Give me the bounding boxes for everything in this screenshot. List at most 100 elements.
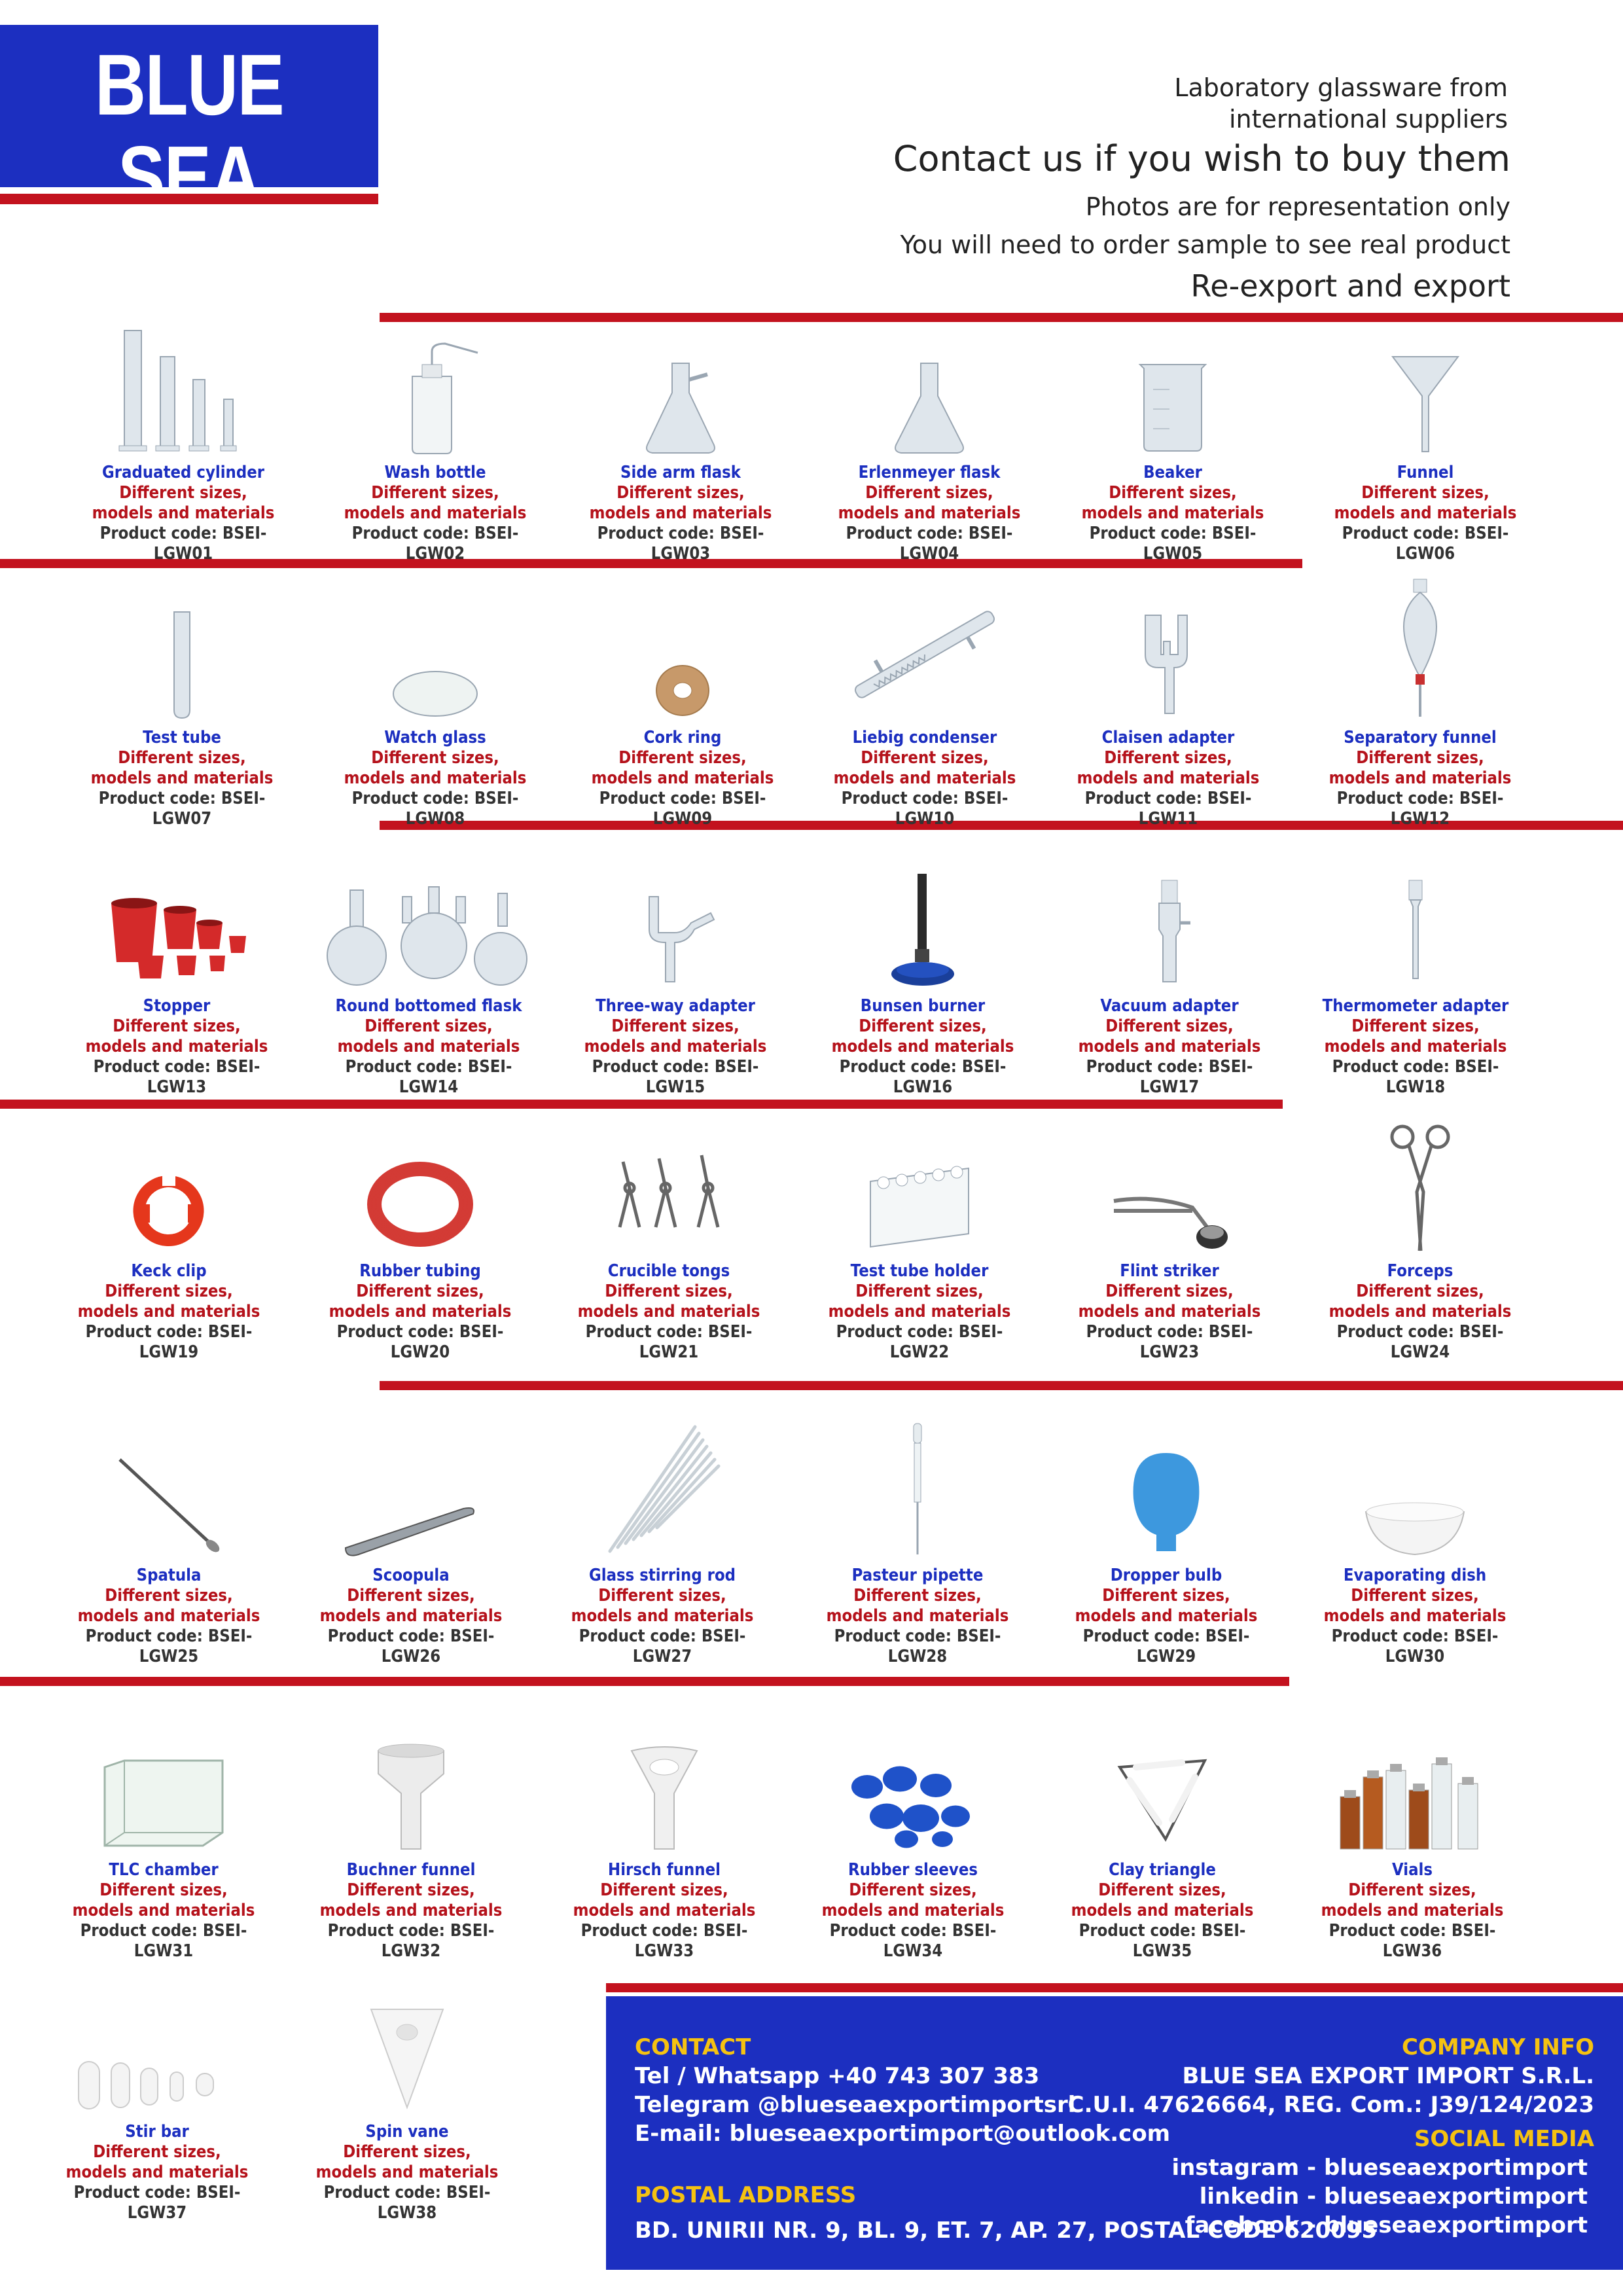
product-name: Glass stirring rod — [588, 1566, 736, 1585]
product-card[interactable]: Graduated cylinder Different sizes, model… — [59, 324, 308, 564]
product-card[interactable]: Buchner funnel Different sizes, models an… — [287, 1721, 535, 1962]
product-name: Bunsen burner — [860, 996, 986, 1016]
test-tube-holder-icon — [795, 1122, 1044, 1253]
brand-logo: BLUE SEA EXPORT IMPORT — [0, 25, 378, 260]
product-code: Product code: BSEI-LGW01 — [99, 524, 267, 564]
product-card[interactable]: TLC chamber Different sizes, models and m… — [39, 1721, 288, 1962]
product-card[interactable]: Watch glass Different sizes, models and m… — [311, 589, 560, 829]
product-card[interactable]: Bunsen burner Different sizes, models and… — [798, 857, 1047, 1098]
product-card[interactable]: Crucible tongs Different sizes, models an… — [544, 1122, 793, 1363]
product-description: Different sizes, models and materials — [329, 1282, 512, 1321]
product-card[interactable]: Wash bottle Different sizes, models and m… — [311, 324, 560, 564]
product-description: Different sizes, models and materials — [344, 483, 527, 523]
product-card[interactable]: Glass stirring rod Different sizes, model… — [538, 1425, 787, 1667]
product-code: Product code: BSEI-LGW17 — [1086, 1057, 1253, 1097]
contact-phone[interactable]: Tel / Whatsapp +40 743 307 383 — [635, 2063, 1040, 2089]
product-card[interactable]: Vacuum adapter Different sizes, models an… — [1045, 857, 1294, 1098]
product-card[interactable]: Spatula Different sizes, models and mater… — [45, 1427, 293, 1667]
forceps-icon — [1296, 1122, 1544, 1253]
product-card[interactable]: Flint striker Different sizes, models and… — [1045, 1122, 1294, 1363]
product-code: Product code: BSEI-LGW25 — [85, 1626, 253, 1666]
product-code: Product code: BSEI-LGW11 — [1084, 789, 1252, 829]
product-card[interactable]: Separatory funnel Different sizes, models… — [1296, 579, 1544, 829]
product-name: Watch glass — [384, 728, 486, 747]
product-card[interactable]: Claisen adapter Different sizes, models a… — [1044, 589, 1293, 829]
product-description: Different sizes, models and materials — [571, 1586, 754, 1626]
company-registration: C.U.I. 47626664, REG. Com.: J39/124/2023 — [1067, 2092, 1594, 2118]
pasteur-pipette-icon — [793, 1423, 1042, 1558]
product-card[interactable]: Stir bar Different sizes, models and mate… — [33, 1983, 281, 2223]
divider-3 — [380, 821, 1623, 830]
product-description: Different sizes, models and materials — [591, 748, 774, 788]
spatula-icon — [45, 1427, 293, 1558]
product-card[interactable]: Liebig condenser Different sizes, models … — [800, 589, 1049, 829]
product-code: Product code: BSEI-LGW09 — [599, 789, 766, 829]
product-name: Test tube holder — [850, 1261, 989, 1281]
product-code: Product code: BSEI-LGW22 — [836, 1322, 1003, 1362]
product-code: Product code: BSEI-LGW08 — [351, 789, 519, 829]
postal-address: BD. UNIRII NR. 9, BL. 9, ET. 7, AP. 27, … — [635, 2217, 1378, 2244]
product-code: Product code: BSEI-LGW19 — [85, 1322, 253, 1362]
product-card[interactable]: Pasteur pipette Different sizes, models a… — [793, 1423, 1042, 1667]
product-code: Product code: BSEI-LGW28 — [834, 1626, 1001, 1666]
product-card[interactable]: Side arm flask Different sizes, models an… — [556, 324, 805, 564]
social-facebook[interactable]: facebook - blueseaexportimport — [1185, 2212, 1588, 2238]
cork-ring-icon — [558, 589, 807, 720]
product-name: Graduated cylinder — [101, 463, 265, 482]
side-arm-flask-icon — [556, 324, 805, 455]
vacuum-adapter-icon — [1045, 857, 1294, 988]
watch-glass-icon — [311, 589, 560, 720]
buchner-funnel-icon — [287, 1721, 535, 1852]
bunsen-burner-icon — [798, 857, 1047, 988]
product-description: Different sizes, models and materials — [1071, 1880, 1254, 1920]
hirsch-funnel-icon — [540, 1721, 789, 1852]
contact-email[interactable]: E-mail: blueseaexportimport@outlook.com — [635, 2121, 1171, 2147]
product-name: Clay triangle — [1109, 1860, 1216, 1880]
product-card[interactable]: Forceps Different sizes, models and mater… — [1296, 1122, 1544, 1363]
product-card[interactable]: Funnel Different sizes, models and materi… — [1301, 324, 1550, 564]
product-description: Different sizes, models and materials — [1078, 1016, 1261, 1056]
product-code: Product code: BSEI-LGW07 — [98, 789, 266, 829]
product-card[interactable]: Clay triangle Different sizes, models and… — [1038, 1721, 1287, 1962]
header-line2: international suppliers — [1229, 105, 1508, 134]
product-code: Product code: BSEI-LGW32 — [327, 1921, 495, 1961]
company-name: BLUE SEA EXPORT IMPORT S.R.L. — [1182, 2063, 1594, 2089]
product-card[interactable]: Stopper Different sizes, models and mater… — [52, 857, 301, 1098]
product-code: Product code: BSEI-LGW36 — [1329, 1921, 1496, 1961]
product-code: Product code: BSEI-LGW24 — [1336, 1322, 1504, 1362]
product-card[interactable]: Test tube Different sizes, models and mat… — [58, 589, 306, 829]
product-card[interactable]: Thermometer adapter Different sizes, mode… — [1291, 857, 1540, 1098]
product-card[interactable]: Spin vane Different sizes, models and mat… — [283, 1983, 531, 2223]
product-description: Different sizes, models and materials — [1078, 1282, 1261, 1321]
product-card[interactable]: Evaporating dish Different sizes, models … — [1291, 1427, 1539, 1667]
product-card[interactable]: Rubber tubing Different sizes, models and… — [296, 1122, 544, 1363]
product-name: Wash bottle — [384, 463, 486, 482]
product-name: Erlenmeyer flask — [858, 463, 1001, 482]
beaker-icon — [1048, 324, 1297, 455]
product-card[interactable]: Beaker Different sizes, models and materi… — [1048, 324, 1297, 564]
product-name: Vials — [1391, 1860, 1433, 1880]
divider-4 — [0, 1100, 1283, 1109]
spin-vane-icon — [283, 1983, 531, 2114]
product-name: Scoopula — [372, 1566, 450, 1585]
product-card[interactable]: Three-way adapter Different sizes, models… — [551, 857, 800, 1098]
social-instagram[interactable]: instagram - blueseaexportimport — [1171, 2155, 1588, 2181]
product-card[interactable]: Rubber sleeves Different sizes, models an… — [789, 1721, 1037, 1962]
product-card[interactable]: Scoopula Different sizes, models and mate… — [287, 1427, 535, 1667]
product-card[interactable]: Round bottomed flask Different sizes, mod… — [304, 857, 553, 1098]
product-card[interactable]: Erlenmeyer flask Different sizes, models … — [805, 324, 1054, 564]
product-card[interactable]: Keck clip Different sizes, models and mat… — [45, 1122, 293, 1363]
contact-telegram[interactable]: Telegram @blueseaexportimportsrl — [635, 2092, 1076, 2118]
product-card[interactable]: Test tube holder Different sizes, models … — [795, 1122, 1044, 1363]
product-code: Product code: BSEI-LGW23 — [1086, 1322, 1253, 1362]
product-description: Different sizes, models and materials — [833, 748, 1016, 788]
product-card[interactable]: Hirsch funnel Different sizes, models and… — [540, 1721, 789, 1962]
product-description: Different sizes, models and materials — [90, 748, 274, 788]
product-card[interactable]: Vials Different sizes, models and materia… — [1288, 1721, 1537, 1962]
product-description: Different sizes, models and materials — [577, 1282, 760, 1321]
test-tube-icon — [58, 589, 306, 720]
social-linkedin[interactable]: linkedin - blueseaexportimport — [1199, 2183, 1588, 2210]
product-card[interactable]: Dropper bulb Different sizes, models and … — [1042, 1427, 1291, 1667]
product-card[interactable]: Cork ring Different sizes, models and mat… — [558, 589, 807, 829]
product-description: Different sizes, models and materials — [77, 1586, 260, 1626]
